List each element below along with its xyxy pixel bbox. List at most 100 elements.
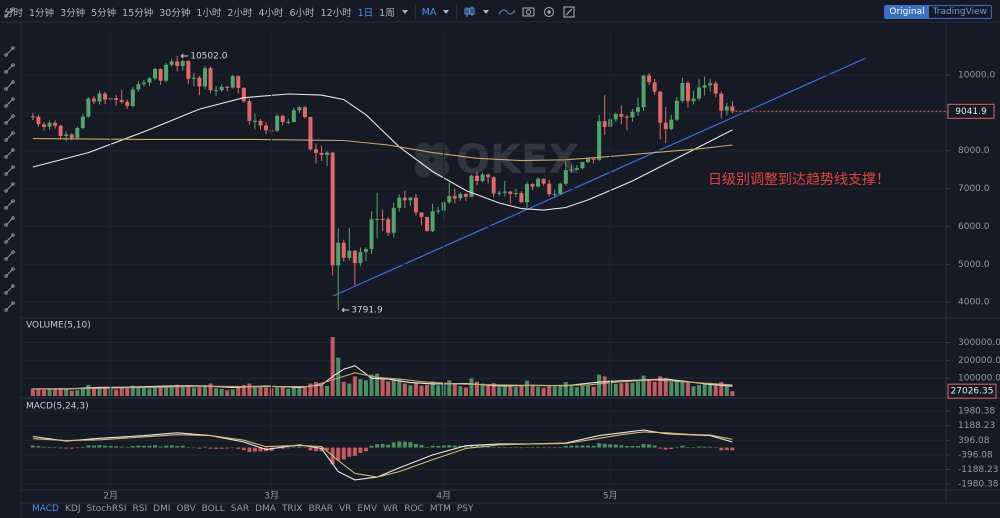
tool-icon[interactable] xyxy=(4,80,15,91)
interval-button[interactable]: 2小时 xyxy=(227,8,253,19)
tool-icon[interactable] xyxy=(4,148,15,159)
tool-icon[interactable] xyxy=(4,267,15,278)
toolbar-icons[interactable] xyxy=(463,5,593,19)
volume-bar xyxy=(280,386,285,396)
candle-body xyxy=(147,78,152,83)
candle-body xyxy=(513,193,518,195)
indicator-select[interactable]: MA xyxy=(421,6,437,18)
tool-icon[interactable] xyxy=(4,284,15,295)
candle-body xyxy=(247,101,252,121)
tool-icon[interactable] xyxy=(4,233,15,244)
trend-line[interactable] xyxy=(332,57,867,297)
interval-button[interactable]: 12小时 xyxy=(320,8,352,19)
indicator-tab[interactable]: BRAR xyxy=(308,504,333,514)
tool-glyph xyxy=(4,308,8,312)
dropdown-caret[interactable] xyxy=(401,8,409,16)
tool-icon[interactable] xyxy=(4,250,15,261)
interval-button[interactable]: 1周 xyxy=(379,8,395,19)
view-button[interactable]: TradingView xyxy=(932,7,987,17)
tool-icon[interactable] xyxy=(4,301,15,312)
interval-button[interactable]: 5分钟 xyxy=(91,8,117,19)
candle-body xyxy=(652,82,657,92)
volume-bar xyxy=(624,382,629,396)
tool-icon[interactable] xyxy=(4,131,15,142)
tool-icon[interactable] xyxy=(4,97,15,108)
candle-body xyxy=(308,117,313,150)
candle-body xyxy=(397,197,402,208)
indicator-tab[interactable]: VR xyxy=(339,504,352,514)
macd-bar xyxy=(691,447,696,448)
volume-bar xyxy=(153,387,158,396)
candle-body xyxy=(580,162,585,169)
macd-bar xyxy=(41,446,46,448)
indicator-tab[interactable]: PSY xyxy=(456,504,474,514)
indicator-tab[interactable]: DMI xyxy=(153,504,171,514)
interval-button[interactable]: 分时 xyxy=(4,8,24,19)
interval-button[interactable]: 1日 xyxy=(357,8,374,19)
tool-glyph xyxy=(4,155,8,159)
candle-body xyxy=(325,152,330,155)
indicator-tab[interactable]: ROC xyxy=(404,504,424,514)
macd-bar xyxy=(624,446,629,448)
interval-button[interactable]: 4小时 xyxy=(258,8,284,19)
indicator-tab[interactable]: SAR xyxy=(230,504,250,514)
interval-button[interactable]: 15分钟 xyxy=(122,8,154,19)
macd-bar xyxy=(141,445,146,448)
candle-body xyxy=(69,134,74,138)
y-tick-label: 100000.00 xyxy=(958,374,1000,384)
indicator-tab[interactable]: KDJ xyxy=(64,504,81,514)
indicator-tab[interactable]: TRIX xyxy=(281,504,303,514)
interval-button[interactable]: 6小时 xyxy=(289,8,315,19)
macd-bar xyxy=(30,445,35,448)
tool-glyph xyxy=(11,97,15,101)
indicator-tab[interactable]: BOLL xyxy=(201,504,225,514)
volume-bar xyxy=(591,386,596,396)
volume-bar xyxy=(602,376,607,396)
candle-body xyxy=(658,91,663,123)
indicator-tab[interactable]: DMA xyxy=(255,504,276,514)
dropdown-caret[interactable] xyxy=(442,8,450,16)
candle-body xyxy=(380,218,385,220)
volume-bar xyxy=(391,378,396,396)
candle-body xyxy=(480,174,485,182)
indicator-tab[interactable]: WR xyxy=(383,504,399,514)
macd-bar xyxy=(558,447,563,448)
indicator-tab[interactable]: OBV xyxy=(176,504,196,514)
volume-bar xyxy=(219,388,224,396)
tool-icon[interactable] xyxy=(4,182,15,193)
candle-body xyxy=(597,121,602,160)
volume-bar xyxy=(730,391,735,396)
tool-icon[interactable] xyxy=(4,199,15,210)
candle-body xyxy=(563,170,568,184)
tool-icon[interactable] xyxy=(4,46,15,57)
indicator-tab[interactable]: EMV xyxy=(357,504,378,514)
volume-bar xyxy=(569,385,574,396)
tool-glyph xyxy=(4,257,8,261)
tool-icon[interactable] xyxy=(4,216,15,227)
interval-button[interactable]: 1小时 xyxy=(196,8,222,19)
indicator-tab[interactable]: MTM xyxy=(429,504,451,514)
indicator-tab[interactable]: RSI xyxy=(132,504,148,514)
macd-bar xyxy=(436,445,441,448)
volume-bar xyxy=(208,383,213,396)
interval-button[interactable]: 3分钟 xyxy=(60,8,86,19)
tool-glyph xyxy=(4,70,8,74)
view-button[interactable]: Original xyxy=(885,6,929,18)
volume-bar xyxy=(613,383,618,396)
indicator-tab[interactable]: MACD xyxy=(32,504,59,514)
tool-icon[interactable] xyxy=(4,165,15,176)
y-tick-label: -396.08 xyxy=(958,450,993,460)
candle-body xyxy=(358,251,363,264)
interval-button[interactable]: 1分钟 xyxy=(29,8,55,19)
watermark-logo xyxy=(415,143,449,177)
tool-icon[interactable] xyxy=(4,63,15,74)
macd-bar xyxy=(114,446,119,448)
candle-body xyxy=(47,122,52,127)
macd-bar xyxy=(136,445,141,448)
volume-bar xyxy=(597,374,602,396)
tool-glyph xyxy=(11,301,15,305)
tool-icon[interactable] xyxy=(4,7,15,18)
tool-icon[interactable] xyxy=(4,114,15,125)
interval-button[interactable]: 30分钟 xyxy=(159,8,191,19)
indicator-tab[interactable]: StochRSI xyxy=(86,504,127,514)
